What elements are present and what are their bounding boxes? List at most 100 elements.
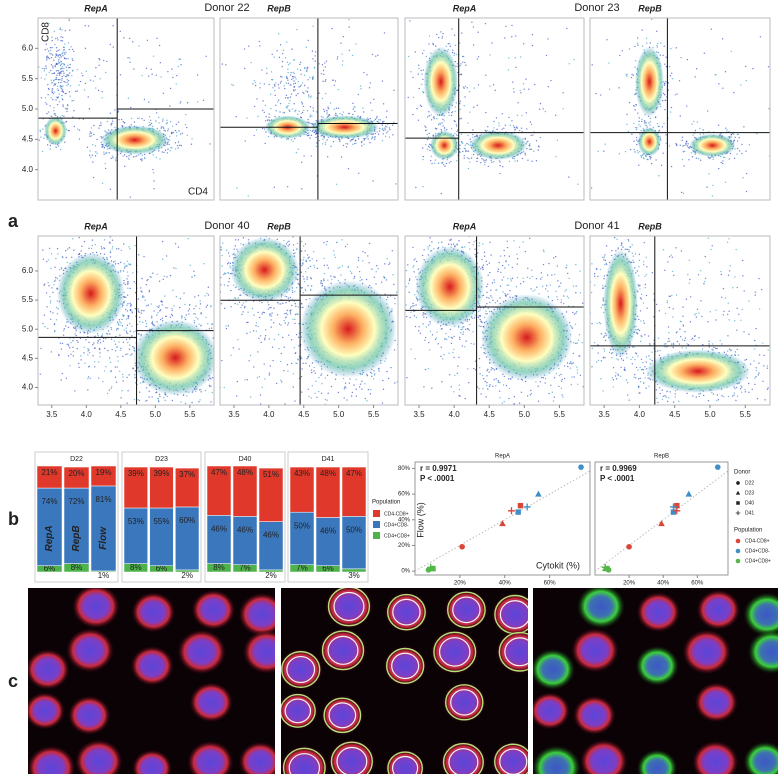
density-dot — [123, 243, 124, 244]
density-dot — [65, 30, 66, 31]
density-dot — [282, 61, 283, 62]
density-dot — [683, 151, 684, 152]
density-core — [638, 127, 661, 156]
density-dot — [270, 94, 271, 95]
density-dot — [464, 96, 465, 97]
density-dot — [46, 44, 47, 45]
density-dot — [156, 75, 157, 76]
density-dot — [633, 141, 634, 142]
density-dot — [99, 352, 100, 353]
density-dot — [303, 106, 304, 107]
density-dot — [167, 130, 168, 131]
density-dot — [79, 138, 80, 139]
density-dot — [306, 47, 307, 48]
density-dot — [56, 54, 57, 55]
density-dot — [288, 83, 289, 84]
density-dot — [200, 391, 201, 392]
density-dot — [266, 68, 267, 69]
density-dot — [53, 110, 54, 111]
density-dot — [427, 134, 428, 135]
density-dot — [158, 400, 159, 401]
density-dot — [354, 143, 355, 144]
density-dot — [417, 13, 418, 14]
density-dot — [328, 108, 329, 109]
density-dot — [436, 34, 437, 35]
density-dot — [392, 124, 393, 125]
density-dot — [382, 140, 383, 141]
density-dot — [105, 366, 106, 367]
density-dot — [454, 120, 455, 121]
density-dot — [254, 106, 255, 107]
density-dot — [126, 156, 127, 157]
density-dot — [147, 40, 148, 41]
density-dot — [493, 84, 494, 85]
density-dot — [304, 68, 305, 69]
density-dot — [56, 307, 57, 308]
density-dot — [290, 84, 291, 85]
density-dot — [641, 121, 642, 122]
density-dot — [101, 125, 102, 126]
density-dot — [725, 127, 726, 128]
density-dot — [509, 161, 510, 162]
density-dot — [640, 155, 641, 156]
density-dot — [167, 307, 168, 308]
density-dot — [115, 159, 116, 160]
density-dot — [636, 144, 637, 145]
density-dot — [58, 70, 59, 71]
density-dot — [57, 86, 58, 87]
density-dot — [55, 279, 56, 280]
density-dot — [703, 129, 704, 130]
density-dot — [338, 89, 339, 90]
density-dot — [120, 271, 121, 272]
density-dot — [644, 120, 645, 121]
density-dot — [217, 376, 218, 377]
density-dot — [521, 128, 522, 129]
density-dot — [743, 126, 744, 127]
density-dot — [226, 397, 227, 398]
density-dot — [333, 141, 334, 142]
density-dot — [127, 294, 128, 295]
density-dot — [93, 80, 94, 81]
density-dot — [61, 68, 62, 69]
density-dot — [176, 124, 177, 125]
density-dot — [525, 138, 526, 139]
density-dot — [128, 157, 129, 158]
density-dot — [217, 327, 218, 328]
density-dot — [175, 148, 176, 149]
density-dot — [734, 157, 735, 158]
density-dot — [140, 287, 141, 288]
density-dot — [697, 121, 698, 122]
density-dot — [60, 65, 61, 66]
density-dot — [94, 366, 95, 367]
density-dot — [115, 263, 116, 264]
density-dot — [646, 38, 647, 39]
density-dot — [455, 106, 456, 107]
density-dot — [477, 32, 478, 33]
density-dot — [142, 297, 143, 298]
density-dot — [302, 103, 303, 104]
density-dot — [59, 57, 60, 58]
density-dot — [645, 125, 646, 126]
density-dot — [293, 83, 294, 84]
density-dot — [606, 67, 607, 68]
density-dot — [261, 69, 262, 70]
density-dot — [92, 144, 93, 145]
density-dot — [548, 86, 549, 87]
density-dot — [374, 139, 375, 140]
density-dot — [322, 143, 323, 144]
density-dot — [687, 145, 688, 146]
density-dot — [48, 50, 49, 51]
density-dot — [111, 329, 112, 330]
density-dot — [298, 149, 299, 150]
density-dot — [285, 97, 286, 98]
density-dot — [456, 54, 457, 55]
density-dot — [39, 139, 40, 140]
density-dot — [555, 115, 556, 116]
density-dot — [58, 79, 59, 80]
density-dot — [760, 36, 761, 37]
density-dot — [731, 134, 732, 135]
density-dot — [40, 131, 41, 132]
density-dot — [465, 144, 466, 145]
density-dot — [129, 323, 130, 324]
density-dot — [358, 94, 359, 95]
